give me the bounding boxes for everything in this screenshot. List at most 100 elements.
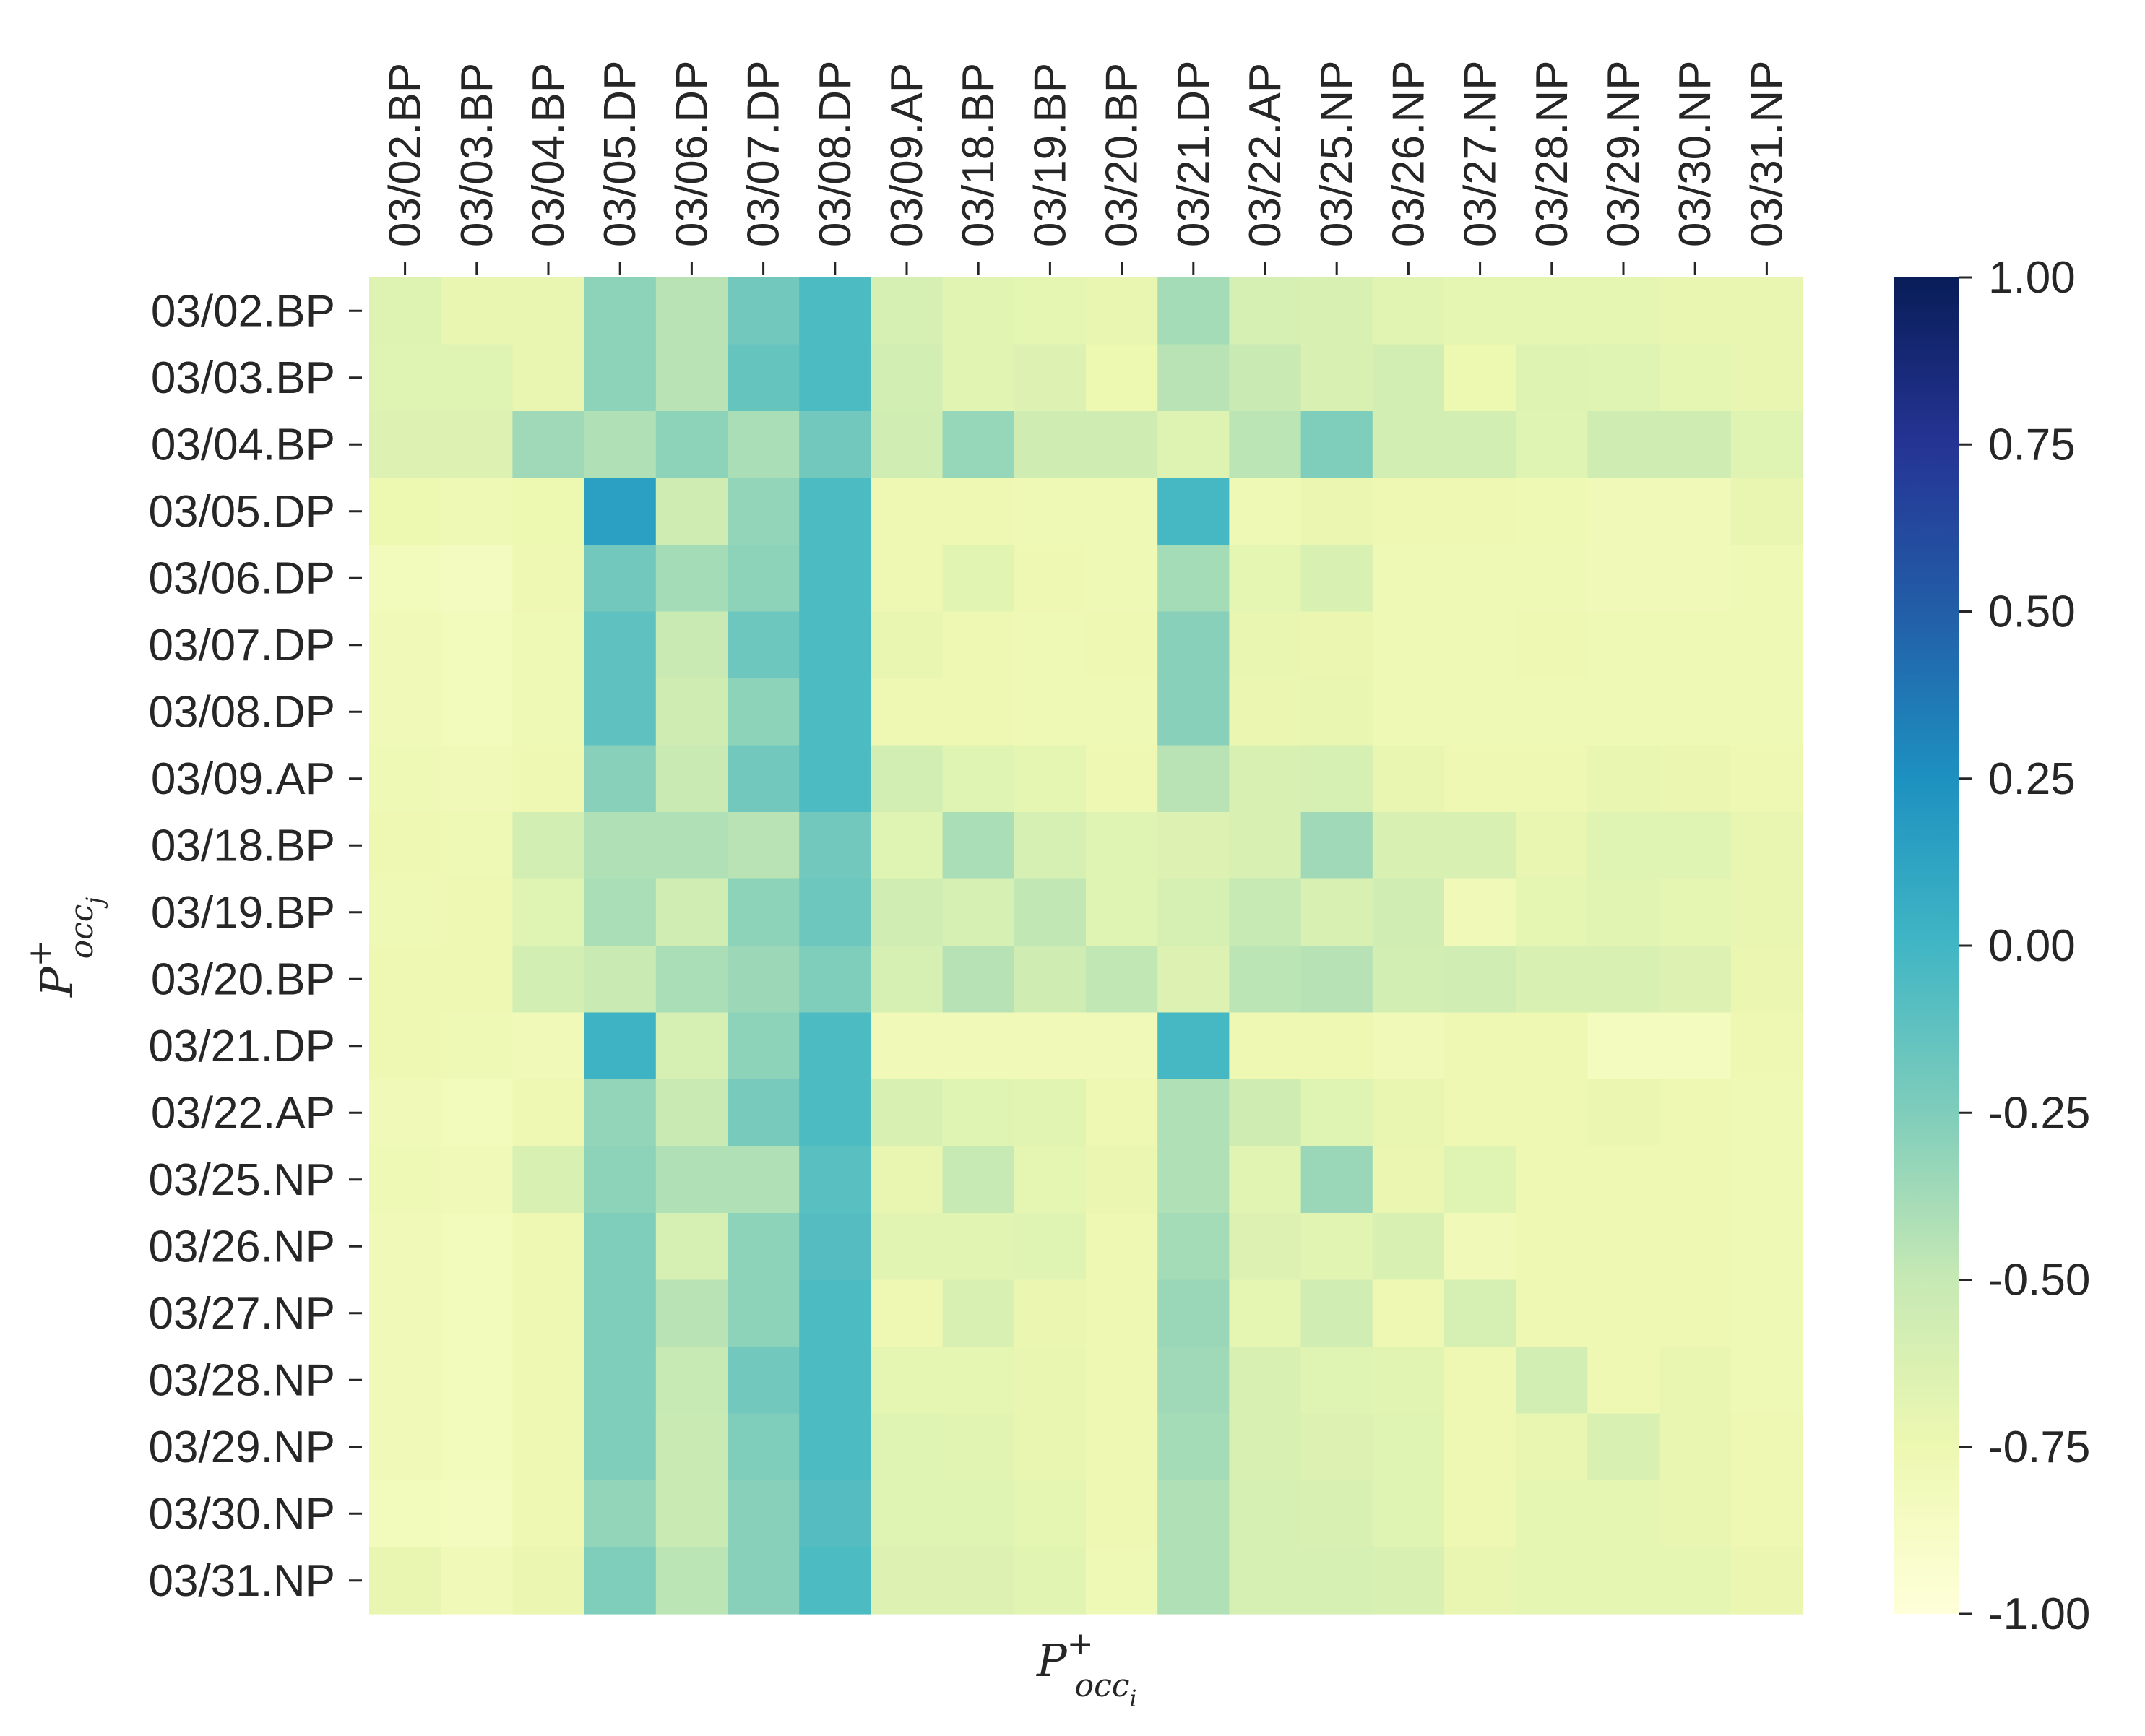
heatmap-cell <box>584 1146 657 1214</box>
heatmap-cell <box>728 344 800 412</box>
x-tick-label: 03/25.NP <box>1312 60 1362 247</box>
heatmap-cell <box>1372 678 1445 746</box>
heatmap-cell <box>1516 812 1588 880</box>
colorbar-tick-label: 0.50 <box>1988 587 2076 637</box>
heatmap-cell <box>584 1347 657 1415</box>
heatmap-cell <box>1659 611 1732 679</box>
heatmap-cell <box>1229 745 1302 813</box>
heatmap-cell <box>1730 1547 1803 1615</box>
heatmap-cell <box>1587 1213 1660 1281</box>
heatmap-cell <box>1516 545 1588 613</box>
x-tick-label: 03/29.NP <box>1599 60 1649 247</box>
y-axis-label: P+ occj <box>22 897 108 998</box>
heatmap-cell <box>369 1012 441 1080</box>
heatmap-cell <box>728 277 800 345</box>
heatmap-cell <box>1516 411 1588 479</box>
heatmap-cell <box>1587 812 1660 880</box>
heatmap-cell <box>1730 678 1803 746</box>
heatmap-cell <box>512 1279 585 1347</box>
heatmap-cell <box>1730 344 1803 412</box>
heatmap-cell <box>1372 1347 1445 1415</box>
heatmap-cell <box>1516 277 1588 345</box>
y-tick-label: 03/06.DP <box>148 553 335 603</box>
heatmap-cell <box>1157 946 1230 1014</box>
heatmap-cell <box>369 1547 441 1615</box>
heatmap-cell <box>942 1480 1015 1548</box>
heatmap-cell <box>728 1480 800 1548</box>
heatmap-cell <box>1300 1079 1373 1147</box>
heatmap-cell <box>1372 878 1445 946</box>
heatmap-cell <box>871 411 944 479</box>
heatmap-cell <box>1587 344 1660 412</box>
y-tick-label: 03/21.DP <box>148 1022 335 1071</box>
heatmap-cell <box>441 1547 513 1615</box>
y-tick-label: 03/02.BP <box>151 286 335 336</box>
heatmap-cell <box>512 745 585 813</box>
heatmap-cell <box>512 946 585 1014</box>
heatmap-cell <box>655 1079 728 1147</box>
heatmap-cell <box>584 678 657 746</box>
heatmap-cell <box>655 1213 728 1281</box>
heatmap-cell <box>1730 1012 1803 1080</box>
heatmap-cell <box>1300 344 1373 412</box>
heatmap-cell <box>1014 1279 1087 1347</box>
heatmap-cell <box>1730 878 1803 946</box>
heatmap-cell <box>942 678 1015 746</box>
heatmap-cell <box>1444 611 1516 679</box>
heatmap-cell <box>1587 1279 1660 1347</box>
heatmap-cell <box>369 344 441 412</box>
heatmap-cell <box>871 545 944 613</box>
heatmap-cell <box>1086 1012 1158 1080</box>
heatmap-cell <box>942 411 1015 479</box>
heatmap-cell <box>584 1012 657 1080</box>
heatmap-cell <box>799 1146 871 1214</box>
heatmap-cell <box>1157 344 1230 412</box>
heatmap-cell <box>1229 678 1302 746</box>
x-tick-label: 03/31.NP <box>1742 60 1792 247</box>
heatmap-cell <box>1659 745 1732 813</box>
heatmap-cell <box>1157 1213 1230 1281</box>
heatmap-cell <box>1014 277 1087 345</box>
heatmap-cell <box>799 678 871 746</box>
heatmap-cell <box>1659 545 1732 613</box>
heatmap-cell <box>1587 1480 1660 1548</box>
heatmap-cell <box>871 1347 944 1415</box>
heatmap-cell <box>1444 277 1516 345</box>
heatmap-cell <box>512 1012 585 1080</box>
heatmap-cell <box>1086 344 1158 412</box>
y-tick-label: 03/05.DP <box>148 487 335 537</box>
heatmap-cell <box>369 1279 441 1347</box>
heatmap-cell <box>512 812 585 880</box>
heatmap-cell <box>1659 1347 1732 1415</box>
heatmap-cell <box>1229 344 1302 412</box>
heatmap-cell <box>441 946 513 1014</box>
heatmap-cell <box>655 678 728 746</box>
heatmap-cell <box>1372 1480 1445 1548</box>
heatmap-cell <box>799 1480 871 1548</box>
heatmap-cell <box>1587 878 1660 946</box>
heatmap-cell <box>1086 411 1158 479</box>
heatmap-cell <box>369 1480 441 1548</box>
heatmap-cell <box>1086 1413 1158 1481</box>
y-tick-label: 03/31.NP <box>148 1556 335 1606</box>
heatmap-cell <box>728 611 800 679</box>
heatmap-cell <box>1659 1012 1732 1080</box>
heatmap-cell <box>655 1012 728 1080</box>
heatmap-cell <box>1157 1347 1230 1415</box>
heatmap-cell <box>441 878 513 946</box>
heatmap-cell <box>441 1279 513 1347</box>
heatmap-cell <box>871 344 944 412</box>
y-tick-label: 03/08.DP <box>148 687 335 737</box>
colorbar-tick-label: -0.25 <box>1988 1088 2090 1138</box>
heatmap-cell <box>1157 745 1230 813</box>
heatmap-cell <box>584 745 657 813</box>
y-tick-label: 03/22.AP <box>151 1088 335 1138</box>
heatmap-cell <box>655 812 728 880</box>
heatmap-cell <box>1086 545 1158 613</box>
heatmap-cell <box>942 745 1015 813</box>
heatmap-cell <box>1730 545 1803 613</box>
heatmap-cell <box>1014 1547 1087 1615</box>
heatmap-cell <box>1300 1480 1373 1548</box>
heatmap-cell <box>1444 1012 1516 1080</box>
heatmap-cell <box>655 1347 728 1415</box>
